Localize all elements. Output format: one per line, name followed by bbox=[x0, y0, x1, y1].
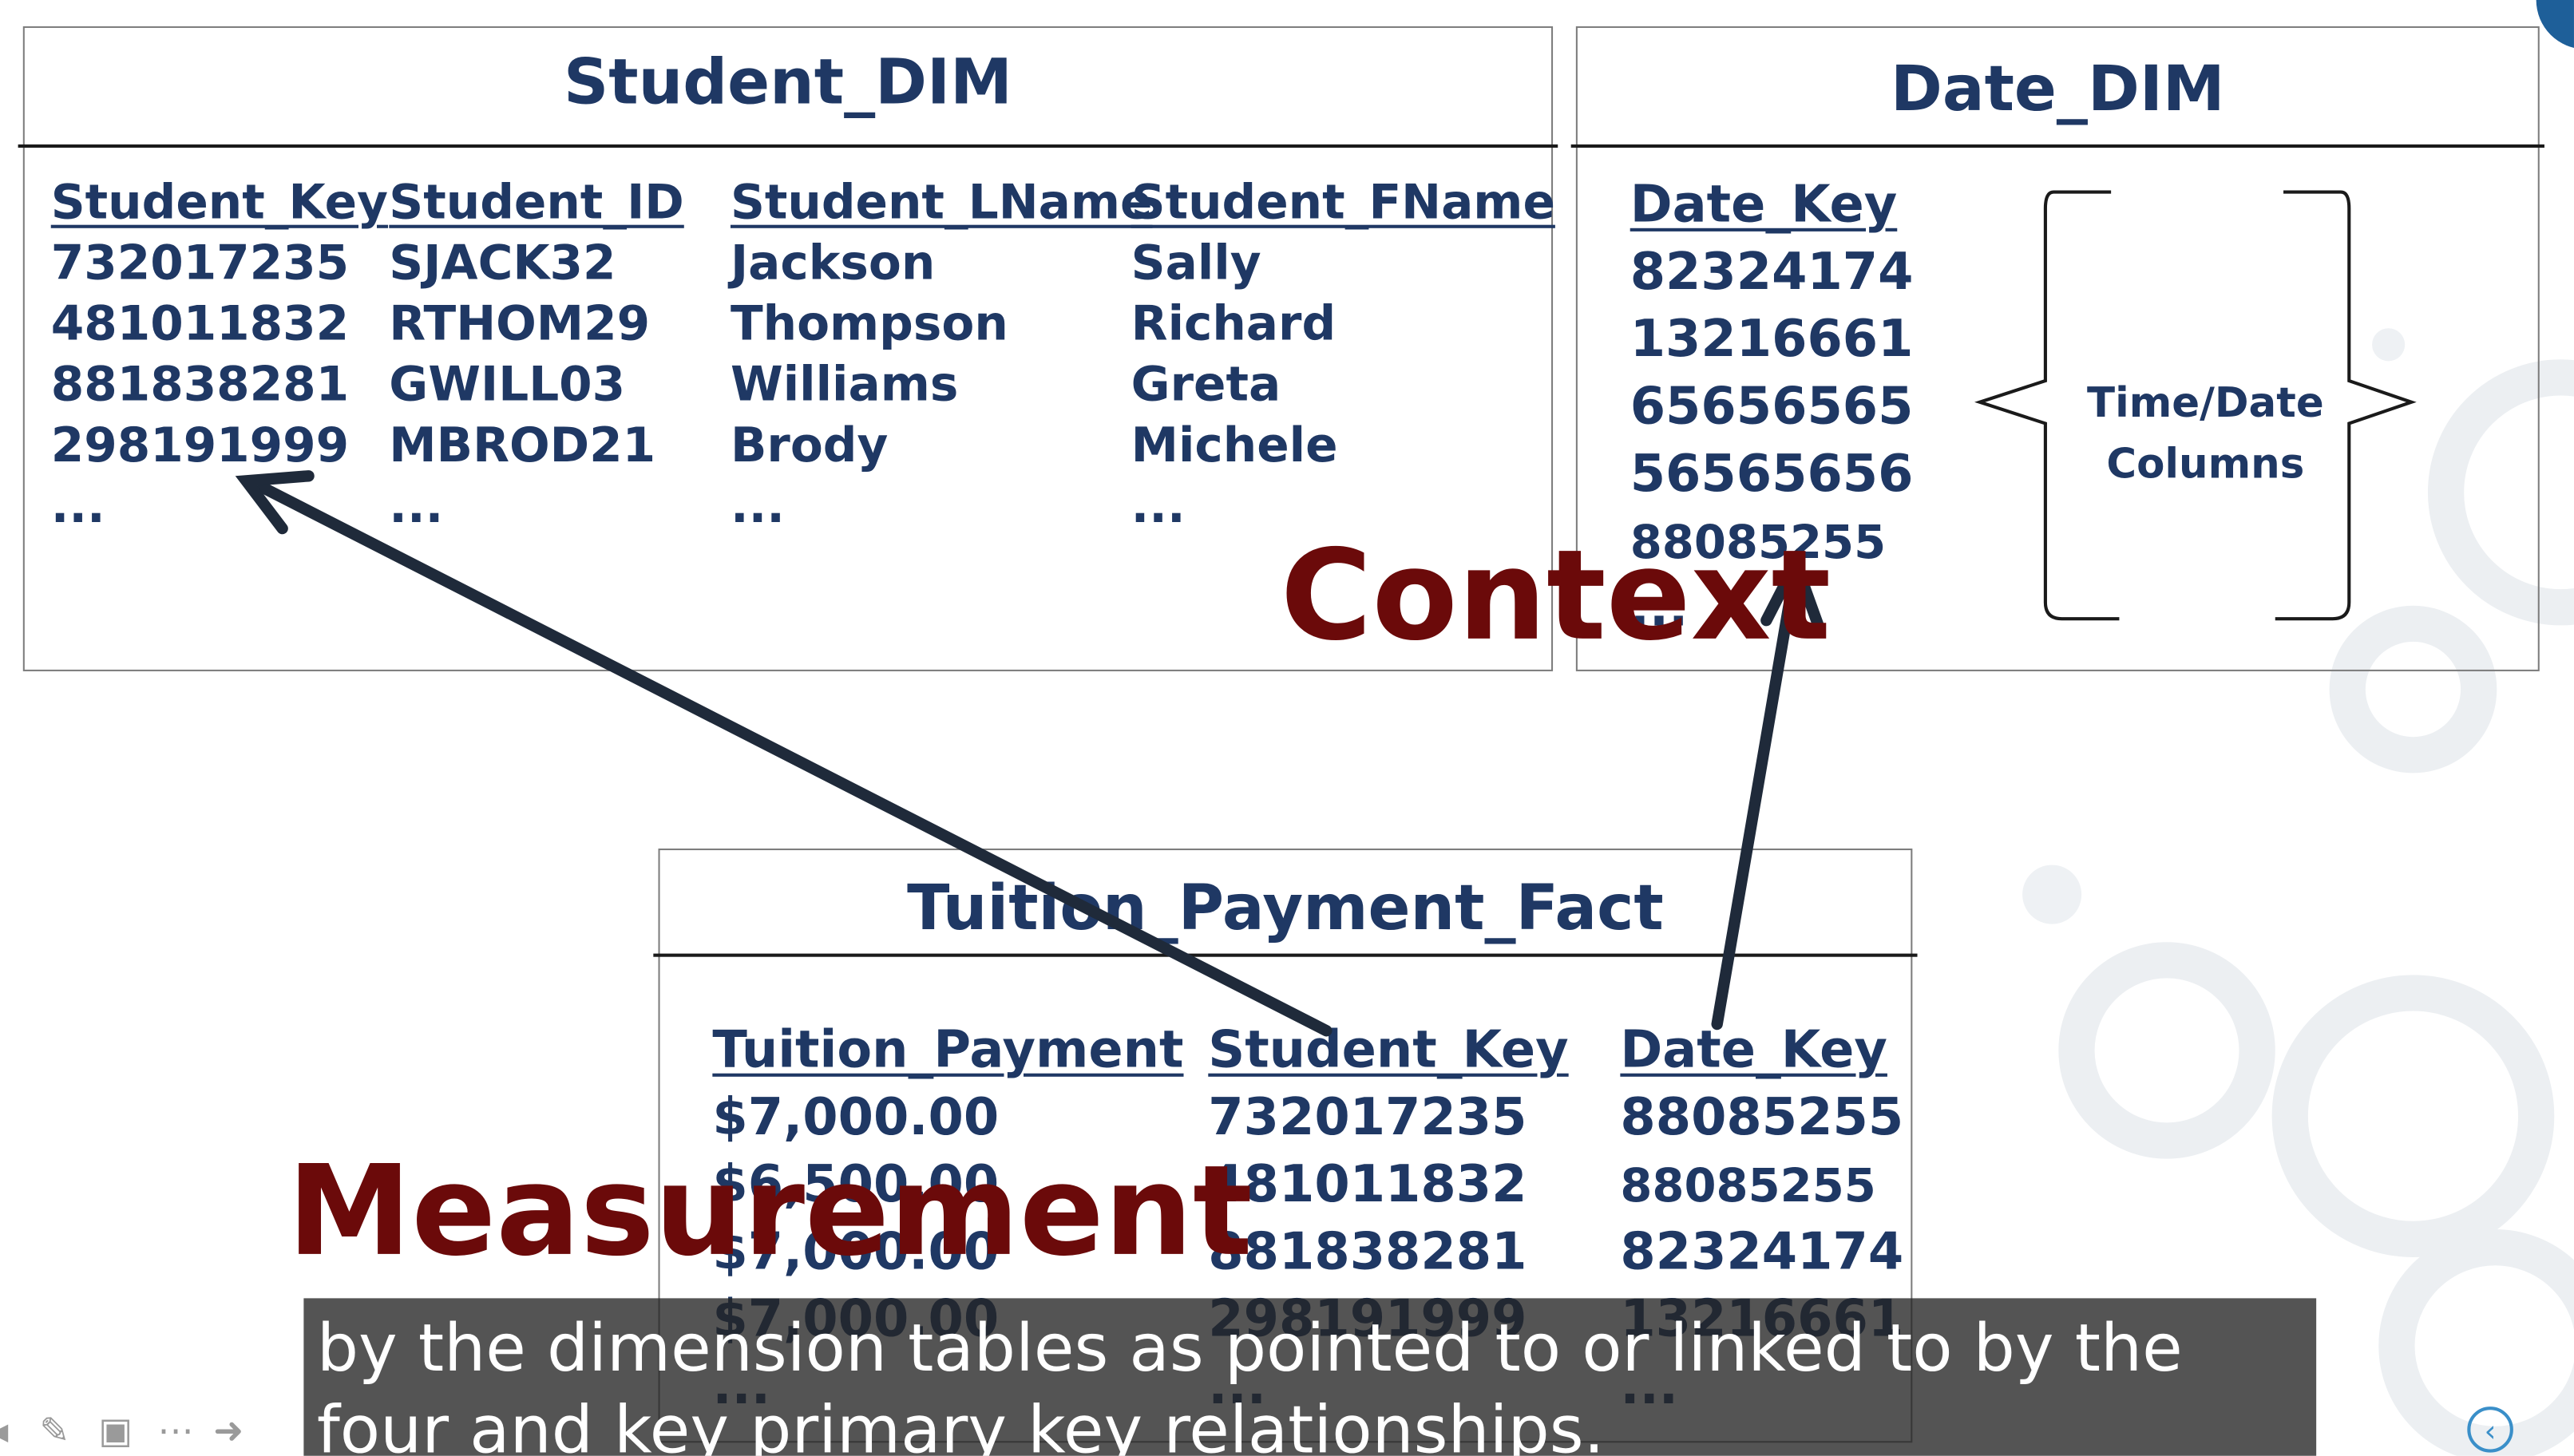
brace-bracket-icon bbox=[1974, 190, 2417, 621]
table-cell: RTHOM29 bbox=[389, 295, 651, 352]
presenter-toolbar: ◂ ✎ ▣ ⋯ ➜ bbox=[0, 1408, 279, 1456]
column-header: Student_Key bbox=[1208, 1020, 1569, 1080]
brace-label: Time/Date Columns bbox=[2070, 373, 2341, 494]
table-cell: 481011832 bbox=[1208, 1155, 1527, 1215]
column-header: Student_FName bbox=[1131, 173, 1555, 230]
table-cell: ... bbox=[1630, 579, 1689, 639]
table-cell: Sally bbox=[1131, 235, 1261, 291]
brace-label-line: Time/Date bbox=[2087, 378, 2324, 427]
table-cell: ... bbox=[389, 477, 444, 534]
table-cell: Williams bbox=[730, 356, 959, 413]
prev-arrow-icon[interactable]: ◂ bbox=[0, 1408, 8, 1456]
next-arrow-icon[interactable]: ➜ bbox=[213, 1411, 244, 1453]
date-dim-header-rule bbox=[1570, 144, 2544, 148]
video-caption: by the dimension tables as pointed to or… bbox=[303, 1298, 2317, 1456]
column-header: Date_Key bbox=[1620, 1020, 1887, 1080]
table-cell: 881838281 bbox=[1208, 1222, 1527, 1282]
student-dim-title: Student_DIM bbox=[563, 46, 1012, 119]
student-key-arrowhead bbox=[235, 470, 315, 535]
column-header: Date_Key bbox=[1630, 176, 1898, 235]
table-cell: 13216661 bbox=[1630, 310, 1914, 370]
caption-line: four and key primary key relationships. bbox=[316, 1393, 1605, 1456]
table-cell: Michele bbox=[1131, 417, 1338, 473]
student-key-column: Student_Key 732017235 481011832 88183828… bbox=[51, 172, 388, 536]
student-fname-column: Student_FName Sally Richard Greta Michel… bbox=[1131, 172, 1555, 536]
date-dim-title: Date_DIM bbox=[1890, 52, 2225, 125]
table-cell: 732017235 bbox=[50, 235, 350, 291]
table-cell: 732017235 bbox=[1208, 1088, 1527, 1148]
table-cell: Greta bbox=[1131, 356, 1281, 413]
table-cell: ... bbox=[50, 477, 105, 534]
table-cell: 82324174 bbox=[1620, 1222, 1904, 1282]
table-cell: $7,000.00 bbox=[712, 1222, 1000, 1282]
student-key-link-arrow bbox=[256, 481, 1333, 1037]
date-key-link-arrow bbox=[1711, 568, 1800, 1031]
table-cell: $6,500.00 bbox=[712, 1155, 1000, 1215]
table-cell: 88085255 bbox=[1620, 1088, 1904, 1148]
column-header: Student_LName bbox=[730, 173, 1153, 230]
more-icon[interactable]: ⋯ bbox=[157, 1411, 194, 1453]
table-cell: ... bbox=[730, 477, 785, 534]
table-cell: ... bbox=[1131, 477, 1186, 534]
back-nav-icon[interactable]: ‹ bbox=[2467, 1407, 2513, 1453]
student-dim-header-rule bbox=[18, 144, 1558, 148]
column-header: Student_ID bbox=[389, 173, 684, 230]
brace-label-line: Columns bbox=[2106, 440, 2305, 488]
table-cell: 65656565 bbox=[1630, 377, 1914, 437]
screen-icon[interactable]: ▣ bbox=[98, 1411, 133, 1453]
table-cell: Brody bbox=[730, 417, 889, 473]
context-label: Context bbox=[1280, 521, 1832, 668]
table-cell: 88085255 bbox=[1620, 1158, 1876, 1213]
student-dim-table: Student_DIM Student_Key 732017235 481011… bbox=[18, 26, 1558, 671]
table-cell: Thompson bbox=[730, 295, 1008, 352]
table-cell: 88085255 bbox=[1630, 515, 1887, 570]
table-cell: MBROD21 bbox=[389, 417, 656, 473]
caption-line: by the dimension tables as pointed to or… bbox=[316, 1311, 2183, 1387]
column-header: Student_Key bbox=[50, 173, 389, 230]
pen-icon[interactable]: ✎ bbox=[39, 1411, 70, 1453]
table-cell: SJACK32 bbox=[389, 235, 616, 291]
student-id-column: Student_ID SJACK32 RTHOM29 GWILL03 MBROD… bbox=[389, 172, 683, 536]
date-dim-table: Date_DIM Date_Key 82324174 13216661 6565… bbox=[1570, 26, 2544, 671]
date-key-arrowhead bbox=[1760, 548, 1825, 633]
measurement-label: Measurement bbox=[287, 1137, 1253, 1284]
table-cell: 881838281 bbox=[50, 356, 350, 413]
table-cell: Jackson bbox=[730, 235, 936, 291]
fact-header-rule bbox=[653, 953, 1918, 957]
table-cell: 82324174 bbox=[1630, 243, 1914, 303]
table-cell: 298191999 bbox=[50, 417, 350, 473]
table-cell: $7,000.00 bbox=[712, 1088, 1000, 1148]
date-key-column: Date_Key 82324174 13216661 65656565 5656… bbox=[1630, 172, 1914, 643]
table-cell: 56565656 bbox=[1630, 445, 1914, 504]
table-cell: 481011832 bbox=[50, 295, 350, 352]
column-header: Tuition_Payment bbox=[712, 1020, 1184, 1080]
student-lname-column: Student_LName Jackson Thompson Williams … bbox=[731, 172, 1153, 536]
table-cell: GWILL03 bbox=[389, 356, 626, 413]
table-cell: Richard bbox=[1131, 295, 1336, 352]
